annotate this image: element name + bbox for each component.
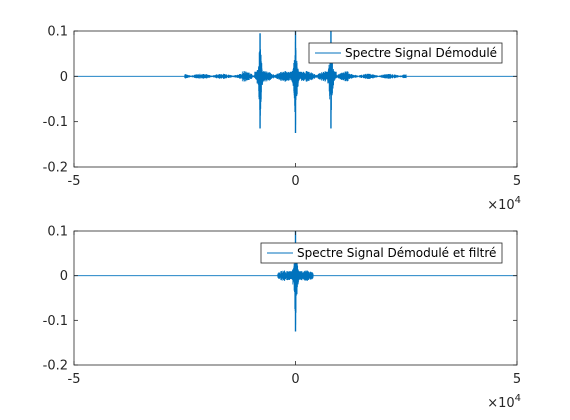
legend-entry: Spectre Signal Démodulé et filtré (297, 246, 496, 260)
x-tick-label: 5 (513, 372, 521, 387)
legend-1: Spectre Signal Démodulé (308, 42, 503, 64)
y-tick-label: -0.2 (43, 359, 68, 374)
y-tick-label: 0.1 (47, 225, 68, 240)
legend-box (260, 242, 503, 264)
x-tick-label: 5 (513, 174, 521, 189)
x-tick-label: -5 (68, 372, 81, 387)
y-tick-label: 0 (60, 70, 68, 85)
y-tick-label: -0.1 (43, 314, 68, 329)
legend-box (308, 42, 503, 64)
plots: -5 0 5 0.1 0 -0.1 -0.2 ×104 Spectre Signal Démod… (43, 25, 522, 412)
legend-entry: Spectre Signal Démodulé (345, 46, 497, 60)
y-tick-label: -0.1 (43, 115, 68, 130)
legend-2: Spectre Signal Démodulé et filtré (260, 242, 503, 264)
x-exponent-label: ×104 (487, 195, 521, 213)
x-tick-label: 0 (291, 372, 299, 387)
x-tick-label: 0 (291, 174, 299, 189)
x-exponent-label: ×104 (487, 393, 521, 411)
axes-2: -5 0 5 0.1 0 -0.1 -0.2 ×104 Spectre Signal Démod… (43, 225, 522, 412)
y-tick-label: -0.2 (43, 161, 68, 176)
x-tick-label: -5 (68, 174, 81, 189)
y-tick-label: 0 (60, 269, 68, 284)
axes-1: -5 0 5 0.1 0 -0.1 -0.2 ×104 Spectre Signal Démod… (43, 25, 522, 214)
y-tick-label: 0.1 (47, 25, 68, 40)
